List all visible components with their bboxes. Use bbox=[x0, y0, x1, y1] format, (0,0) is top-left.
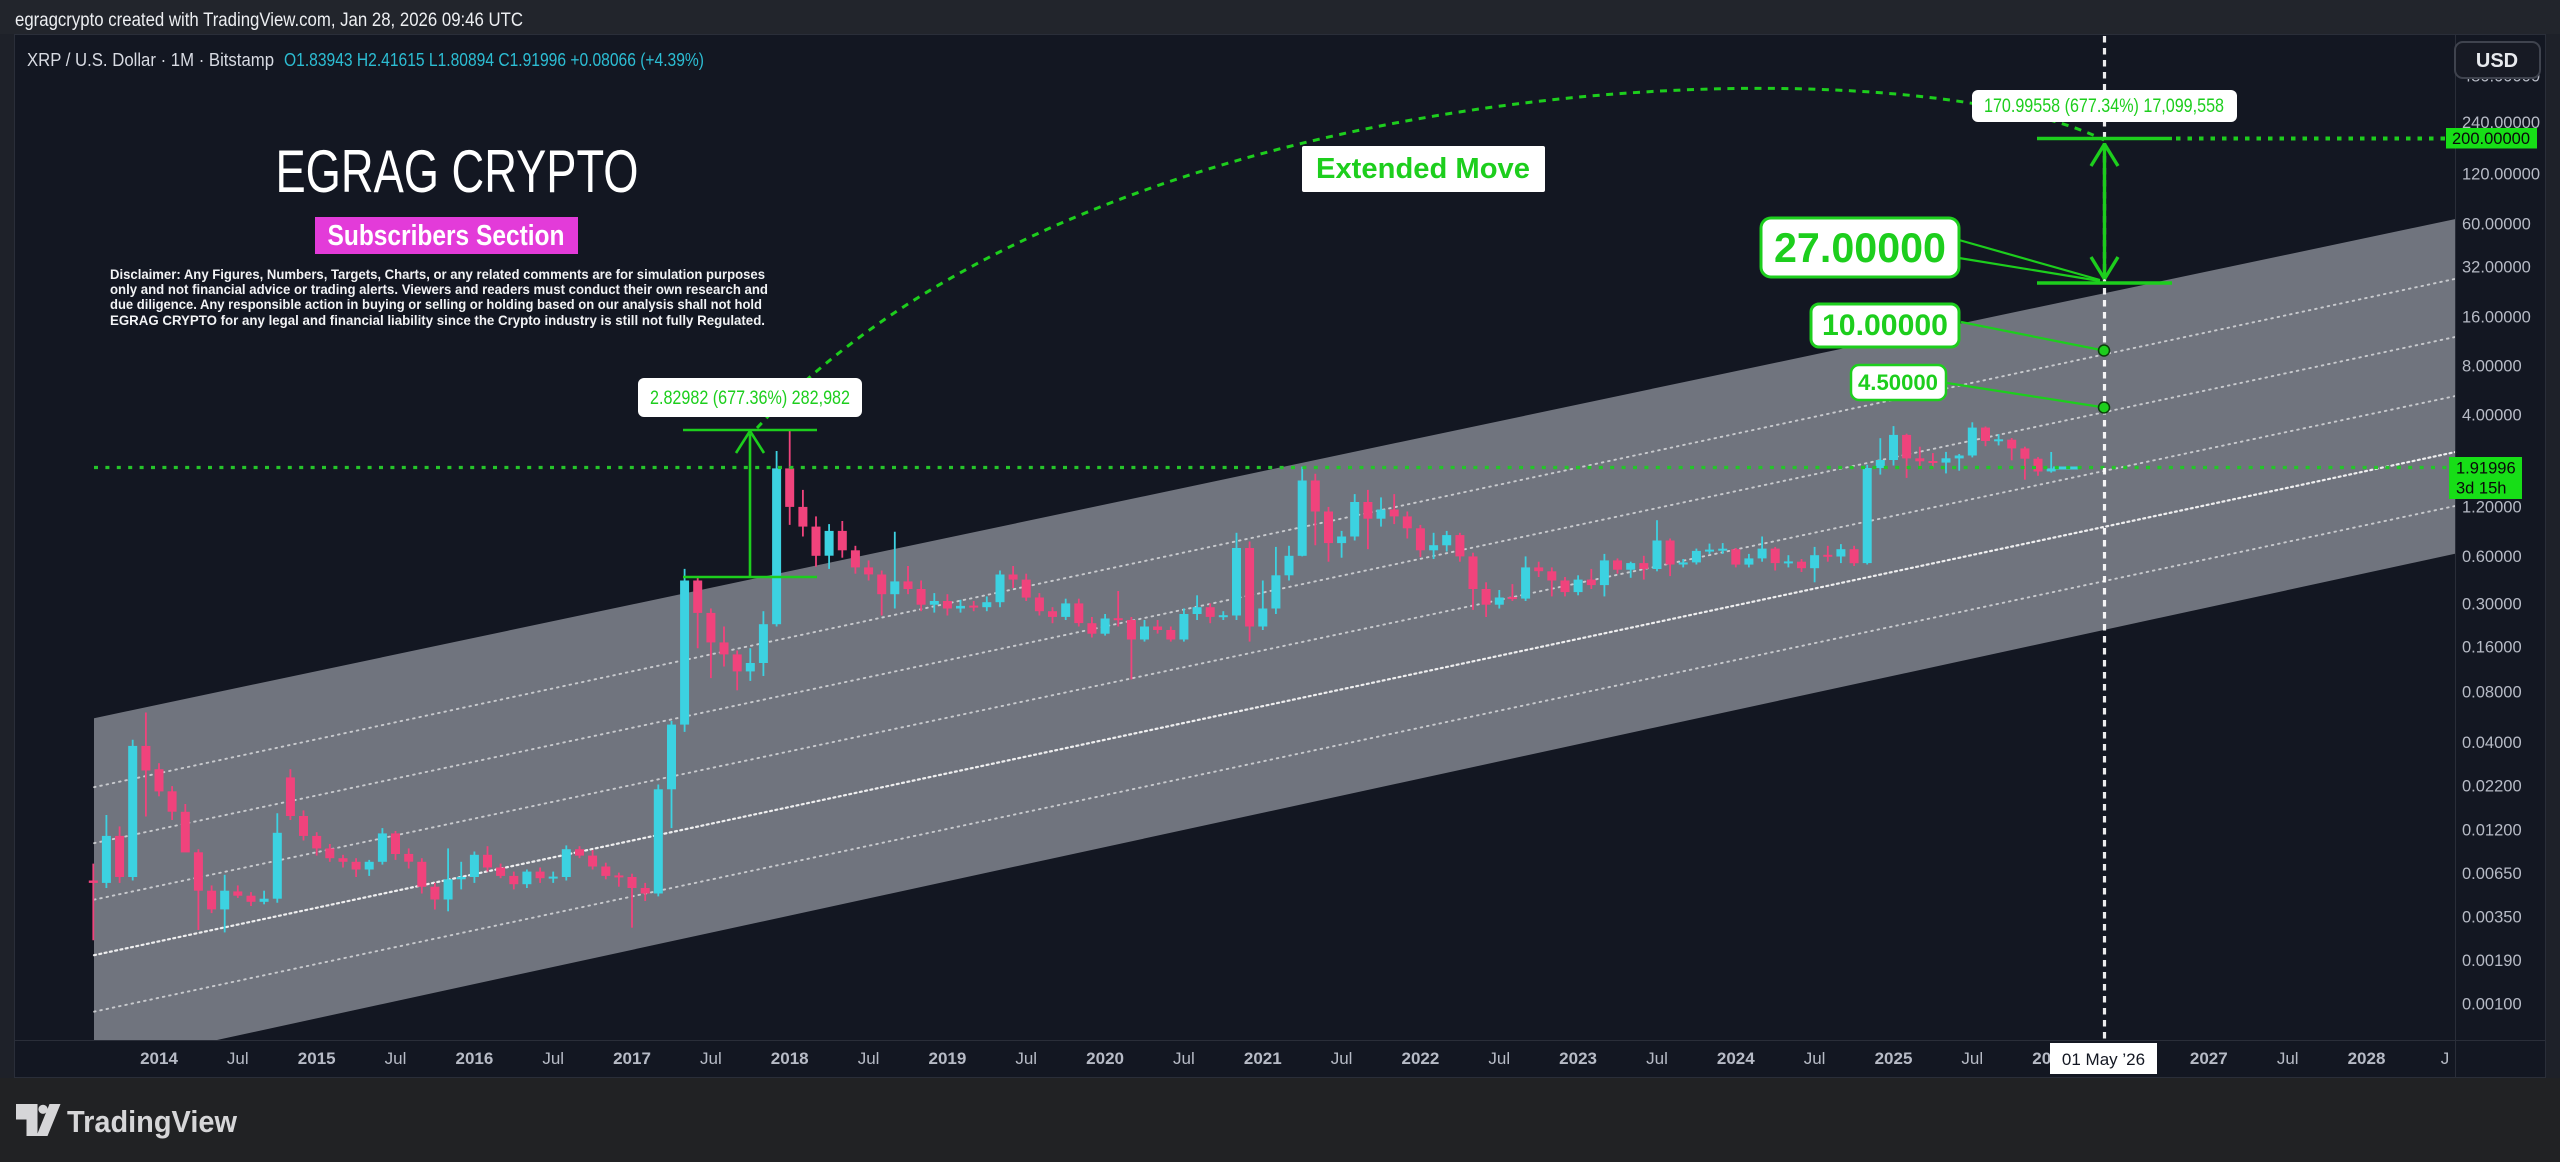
svg-text:0.00350: 0.00350 bbox=[2462, 908, 2522, 926]
svg-text:170.99558 (677.34%) 17,099,558: 170.99558 (677.34%) 17,099,558 bbox=[1984, 96, 2224, 117]
svg-text:2014: 2014 bbox=[140, 1049, 178, 1068]
svg-text:10.00000: 10.00000 bbox=[1822, 309, 1948, 342]
svg-text:XRP / U.S. Dollar · 1M · Bitst: XRP / U.S. Dollar · 1M · Bitstamp bbox=[27, 50, 274, 70]
svg-text:0.00100: 0.00100 bbox=[2462, 996, 2522, 1014]
svg-text:0.60000: 0.60000 bbox=[2462, 548, 2522, 566]
svg-text:1.20000: 1.20000 bbox=[2462, 499, 2522, 517]
svg-text:2.82982 (677.36%) 282,982: 2.82982 (677.36%) 282,982 bbox=[650, 388, 850, 409]
svg-text:240.00000: 240.00000 bbox=[2462, 114, 2540, 132]
svg-text:01 May ’26: 01 May ’26 bbox=[2062, 1050, 2145, 1069]
svg-text:2015: 2015 bbox=[298, 1049, 336, 1068]
svg-text:Jul: Jul bbox=[1173, 1049, 1195, 1068]
svg-text:1.91996: 1.91996 bbox=[2456, 460, 2516, 478]
svg-text:USD: USD bbox=[2476, 50, 2518, 72]
svg-text:2023: 2023 bbox=[1559, 1049, 1597, 1068]
svg-text:egragcrypto created with Tradi: egragcrypto created with TradingView.com… bbox=[15, 10, 523, 31]
svg-text:Jul: Jul bbox=[1804, 1049, 1826, 1068]
svg-text:2025: 2025 bbox=[1875, 1049, 1913, 1068]
svg-text:only and not financial advice: only and not financial advice or trading… bbox=[110, 282, 768, 297]
svg-text:2018: 2018 bbox=[771, 1049, 809, 1068]
svg-text:0.00650: 0.00650 bbox=[2462, 865, 2522, 883]
svg-text:4.50000: 4.50000 bbox=[1858, 370, 1938, 395]
svg-text:0.01200: 0.01200 bbox=[2462, 821, 2522, 839]
svg-text:2028: 2028 bbox=[2348, 1049, 2386, 1068]
svg-text:Subscribers Section: Subscribers Section bbox=[328, 220, 565, 252]
svg-text:TradingView: TradingView bbox=[67, 1104, 238, 1139]
svg-text:0.02200: 0.02200 bbox=[2462, 778, 2522, 796]
svg-text:O1.83943 H2.41615 L1.80894: O1.83943 H2.41615 L1.80894 C1.91996 +0.0… bbox=[284, 50, 704, 70]
svg-text:Jul: Jul bbox=[542, 1049, 564, 1068]
svg-text:Jul: Jul bbox=[1331, 1049, 1353, 1068]
svg-text:3d 15h: 3d 15h bbox=[2456, 480, 2506, 498]
svg-text:Disclaimer: Any Figures, Numbe: Disclaimer: Any Figures, Numbers, Target… bbox=[110, 267, 765, 282]
svg-text:16.00000: 16.00000 bbox=[2462, 308, 2531, 326]
svg-text:32.00000: 32.00000 bbox=[2462, 259, 2531, 277]
svg-text:Jul: Jul bbox=[385, 1049, 407, 1068]
svg-text:4.00000: 4.00000 bbox=[2462, 407, 2522, 425]
svg-text:2022: 2022 bbox=[1401, 1049, 1439, 1068]
svg-text:2016: 2016 bbox=[455, 1049, 493, 1068]
svg-text:Jul: Jul bbox=[1646, 1049, 1668, 1068]
svg-text:Jul: Jul bbox=[1961, 1049, 1983, 1068]
svg-text:Jul: Jul bbox=[2277, 1049, 2299, 1068]
svg-text:60.00000: 60.00000 bbox=[2462, 215, 2531, 233]
svg-text:due diligence. Any responsible: due diligence. Any responsible action in… bbox=[110, 297, 762, 312]
svg-text:2021: 2021 bbox=[1244, 1049, 1282, 1068]
svg-text:120.00000: 120.00000 bbox=[2462, 166, 2540, 184]
svg-text:Jul: Jul bbox=[700, 1049, 722, 1068]
svg-text:EGRAG CRYPTO for any legal and: EGRAG CRYPTO for any legal and financial… bbox=[110, 313, 765, 328]
svg-text:200.00000: 200.00000 bbox=[2452, 130, 2530, 148]
svg-text:Extended Move: Extended Move bbox=[1316, 153, 1530, 185]
svg-text:2017: 2017 bbox=[613, 1049, 651, 1068]
svg-text:0.04000: 0.04000 bbox=[2462, 734, 2522, 752]
svg-text:EGRAG CRYPTO: EGRAG CRYPTO bbox=[276, 138, 639, 205]
svg-text:2024: 2024 bbox=[1717, 1049, 1755, 1068]
svg-text:0.16000: 0.16000 bbox=[2462, 638, 2522, 656]
svg-text:2019: 2019 bbox=[928, 1049, 966, 1068]
svg-text:Jul: Jul bbox=[227, 1049, 249, 1068]
svg-text:Jul: Jul bbox=[858, 1049, 880, 1068]
svg-text:Jul: Jul bbox=[1488, 1049, 1510, 1068]
svg-text:0.00190: 0.00190 bbox=[2462, 952, 2522, 970]
svg-text:8.00000: 8.00000 bbox=[2462, 358, 2522, 376]
svg-text:Jul: Jul bbox=[1015, 1049, 1037, 1068]
svg-text:27.00000: 27.00000 bbox=[1774, 224, 1946, 271]
svg-text:J: J bbox=[2441, 1049, 2450, 1068]
svg-text:0.08000: 0.08000 bbox=[2462, 683, 2522, 701]
svg-text:0.30000: 0.30000 bbox=[2462, 596, 2522, 614]
svg-text:2027: 2027 bbox=[2190, 1049, 2228, 1068]
svg-text:2020: 2020 bbox=[1086, 1049, 1124, 1068]
